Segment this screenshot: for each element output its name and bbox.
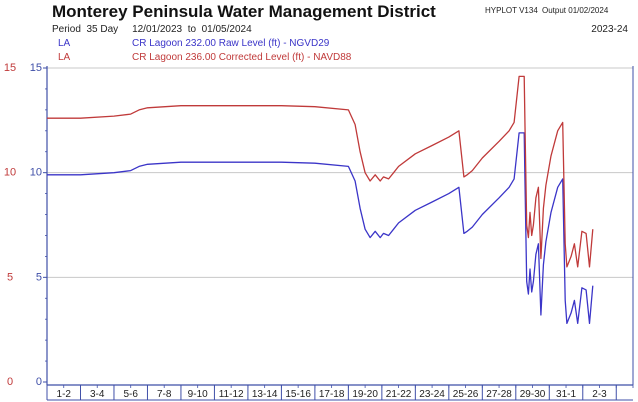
x-tick-label: 5-6 [123, 389, 138, 400]
period-to: to [187, 24, 197, 35]
y-tick-label-inner: 5 [36, 271, 42, 283]
x-tick-label: 3-4 [90, 389, 105, 400]
x-tick-label: 27-28 [486, 389, 512, 400]
output-date: Output 01/02/2024 [542, 6, 609, 15]
y-tick-label-outer: 10 [4, 167, 16, 179]
x-tick-label: 2-3 [592, 389, 607, 400]
x-tick-label: 25-26 [453, 389, 479, 400]
period-end: 01/05/2024 [201, 24, 252, 35]
legend-entry-corrected: LA CR Lagoon 236.00 Corrected Level (ft) … [58, 52, 351, 63]
series-line-raw-level [47, 132, 594, 325]
program-version: HYPLOT V134 [485, 6, 538, 15]
x-tick-label: 1-2 [57, 389, 72, 400]
x-tick-label: 13-14 [252, 389, 278, 400]
y-tick-label-outer: 15 [4, 62, 16, 74]
y-tick-label-inner: 15 [30, 62, 42, 74]
x-tick-label: 29-30 [520, 389, 546, 400]
y-tick-label-inner: 10 [30, 167, 42, 179]
legend-label: CR Lagoon 236.00 Corrected Level (ft) - … [132, 52, 352, 63]
period-length: 35 Day [86, 24, 119, 35]
x-tick-label: 9-10 [188, 389, 208, 400]
x-tick-label: 19-20 [352, 389, 378, 400]
x-tick-label: 15-16 [285, 389, 311, 400]
y-tick-label-outer: 5 [7, 271, 13, 283]
legend-location: LA [58, 38, 71, 49]
chart-title: Monterey Peninsula Water Management Dist… [52, 2, 436, 21]
y-tick-label-outer: 0 [7, 376, 13, 388]
x-tick-label: 11-12 [219, 389, 244, 400]
legend-label: CR Lagoon 232.00 Raw Level (ft) - NGVD29 [132, 38, 330, 49]
period-info: Period 35 Day 12/01/2023 to 01/05/2024 [52, 24, 252, 35]
x-tick-label: 7-8 [157, 389, 172, 400]
series-line-corrected-level [47, 75, 594, 268]
period-label: Period [52, 24, 81, 35]
x-tick-label: 21-22 [386, 389, 412, 400]
season-label: 2023-24 [591, 24, 628, 35]
legend-location: LA [58, 52, 71, 63]
y-tick-label-inner: 0 [36, 376, 42, 388]
legend-entry-raw: LA CR Lagoon 232.00 Raw Level (ft) - NGVD… [58, 38, 329, 49]
x-tick-label: 31-1 [556, 389, 576, 400]
x-tick-label: 23-24 [419, 389, 445, 400]
x-tick-label: 17-18 [319, 389, 345, 400]
period-start: 12/01/2023 [132, 24, 183, 35]
